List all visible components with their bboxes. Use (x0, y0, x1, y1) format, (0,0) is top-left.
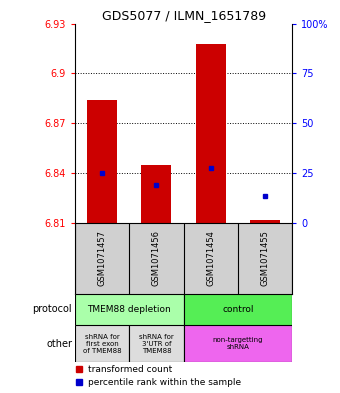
Bar (250, 220, 280, 223)
Bar (75, 294, 184, 325)
Bar (196, 44, 226, 223)
Text: GSM1071456: GSM1071456 (152, 230, 161, 286)
Text: GSM1071457: GSM1071457 (98, 230, 106, 286)
Text: TMEM88 depletion: TMEM88 depletion (87, 305, 171, 314)
Text: non-targetting
shRNA: non-targetting shRNA (213, 337, 263, 350)
Text: protocol: protocol (32, 304, 72, 314)
Title: GDS5077 / ILMN_1651789: GDS5077 / ILMN_1651789 (102, 9, 266, 22)
Text: transformed count: transformed count (88, 365, 172, 374)
Text: shRNA for
first exon
of TMEM88: shRNA for first exon of TMEM88 (83, 334, 121, 354)
Bar (184, 294, 292, 325)
Text: other: other (46, 339, 72, 349)
Text: control: control (222, 305, 254, 314)
Text: GSM1071455: GSM1071455 (261, 230, 270, 286)
Bar (87, 100, 117, 223)
Text: GSM1071454: GSM1071454 (206, 230, 215, 286)
Bar (75, 325, 129, 362)
Bar (184, 325, 292, 362)
Bar (141, 165, 171, 223)
Text: shRNA for
3'UTR of
TMEM88: shRNA for 3'UTR of TMEM88 (139, 334, 174, 354)
Text: percentile rank within the sample: percentile rank within the sample (88, 378, 241, 387)
Bar (129, 325, 184, 362)
